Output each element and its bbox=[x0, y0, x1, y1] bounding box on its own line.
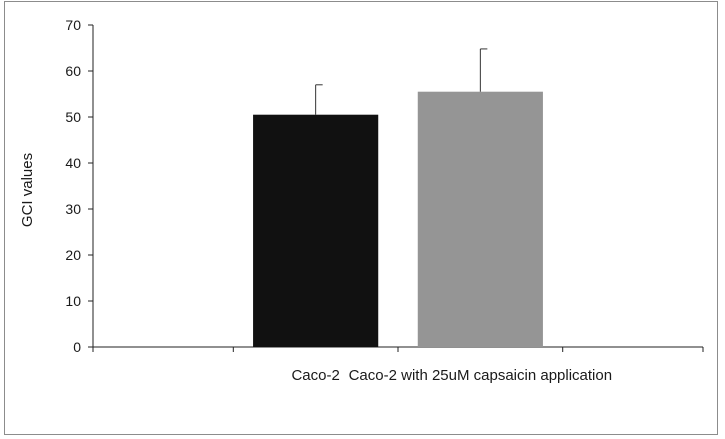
y-axis-title: GCI values bbox=[19, 153, 36, 227]
bar bbox=[417, 91, 543, 347]
x-axis: Caco-2 Caco-2 with 25uM capsaicin applica… bbox=[92, 346, 704, 384]
bars bbox=[253, 48, 543, 347]
y-tick-label: 40 bbox=[65, 155, 81, 171]
y-tick-label: 0 bbox=[73, 339, 81, 355]
y-axis: 0 10 20 30 40 50 60 70 bbox=[65, 17, 94, 355]
y-tick-label: 50 bbox=[65, 109, 81, 125]
bar bbox=[253, 114, 379, 347]
y-tick-label: 70 bbox=[65, 17, 81, 33]
y-tick-label: 20 bbox=[65, 247, 81, 263]
x-category-label: Caco-2 bbox=[291, 367, 339, 384]
y-tick-label: 60 bbox=[65, 63, 81, 79]
y-tick-label: 10 bbox=[65, 293, 81, 309]
y-tick-label: 30 bbox=[65, 201, 81, 217]
x-category-label: Caco-2 with 25uM capsaicin application bbox=[349, 367, 612, 384]
